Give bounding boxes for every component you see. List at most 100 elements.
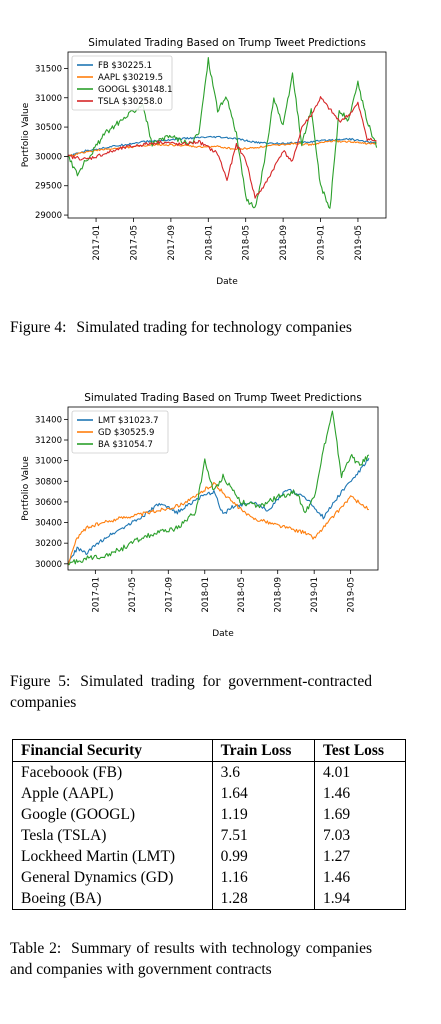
y-tick-label: 30000	[35, 560, 62, 570]
y-tick-label: 31400	[35, 415, 62, 425]
y-tick-label: 30400	[35, 519, 62, 529]
security-cell: Tesla (TSLA)	[12, 825, 213, 846]
legend-entry: AAPL $30219.5	[98, 73, 163, 83]
series-line-gd	[67, 481, 369, 566]
table-row: General Dynamics (GD) 1.16 1.46	[12, 867, 407, 888]
y-tick-label: 31500	[35, 64, 62, 74]
table-row: Tesla (TSLA) 7.51 7.03	[12, 825, 407, 846]
header-test-loss: Test Loss	[313, 739, 407, 762]
chart-legend: FB $30225.1 AAPL $30219.5 GOOGL $30148.1 TS…	[71, 55, 173, 111]
plot-frame	[67, 51, 387, 219]
test-loss-cell: 1.69	[313, 804, 407, 825]
y-tick-label: 30000	[35, 152, 62, 162]
legend-entry: GOOGL $30148.1	[98, 85, 173, 95]
train-loss-cell: 0.99	[211, 846, 315, 867]
x-tick-label: 2017-09	[167, 225, 177, 261]
test-loss-cell: 1.46	[313, 783, 407, 804]
series-line-fb	[67, 135, 377, 157]
table-row: Apple (AAPL) 1.64 1.46	[12, 783, 407, 804]
figure-4-label: Figure 4:	[10, 319, 67, 336]
x-tick-label: 2017-05	[128, 577, 138, 613]
legend-entry: FB $30225.1	[98, 61, 152, 71]
x-tick-label: 2018-05	[237, 577, 247, 613]
table-header-row: Financial Security Train Loss Test Loss	[12, 739, 407, 762]
table-row: Lockheed Martin (LMT) 0.99 1.27	[12, 846, 407, 867]
security-cell: Google (GOOGL)	[12, 804, 213, 825]
figure-5-chart: Simulated Trading Based on Trump Tweet P…	[0, 385, 441, 640]
x-tick-label: 2017-01	[92, 225, 102, 261]
y-axis-label: Portfolio Value	[21, 102, 31, 167]
x-tick-label: 2019-05	[347, 577, 357, 613]
legend-box	[71, 55, 173, 111]
y-tick-label: 30600	[35, 498, 62, 508]
table-row: Boeing (BA) 1.28 1.94	[12, 888, 407, 910]
table-row: Google (GOOGL) 1.19 1.69	[12, 804, 407, 825]
train-loss-cell: 1.64	[211, 783, 315, 804]
chart-legend: LMT $31023.7 GD $30525.9 BA $31054.7	[71, 410, 169, 454]
test-loss-cell: 7.03	[313, 825, 407, 846]
security-cell: General Dynamics (GD)	[12, 867, 213, 888]
y-tick-label: 30200	[35, 539, 62, 549]
figure-4-svg: Simulated Trading Based on Trump Tweet P…	[21, 37, 387, 287]
y-tick-label: 30800	[35, 477, 62, 487]
train-loss-cell: 1.16	[211, 867, 315, 888]
series-line-ba	[67, 410, 370, 566]
legend-box	[71, 410, 169, 454]
table-row: Faceboook (FB) 3.6 4.01	[12, 761, 407, 783]
chart-title: Simulated Trading Based on Trump Tweet P…	[84, 392, 362, 404]
results-table: Financial Security Train Loss Test Loss …	[12, 739, 407, 910]
table-2-text: Summary of results with technology compa…	[10, 940, 372, 978]
x-axis-label: Date	[216, 277, 238, 287]
y-tick-label: 29500	[35, 182, 62, 192]
legend-entry: GD $30525.9	[98, 428, 154, 438]
x-tick-label: 2019-01	[310, 577, 320, 613]
security-cell: Lockheed Martin (LMT)	[12, 846, 213, 867]
legend-entry: BA $31054.7	[98, 440, 153, 450]
header-security: Financial Security	[12, 739, 213, 762]
series-line-lmt	[67, 457, 370, 564]
series-line-aapl	[67, 139, 377, 157]
x-tick-label: 2018-09	[274, 577, 284, 613]
x-tick-label: 2018-05	[242, 225, 252, 261]
figure-4-caption: Figure 4: Simulated trading for technolog…	[10, 317, 372, 338]
security-cell: Boeing (BA)	[12, 888, 213, 910]
figure-4-text: Simulated trading for technology compani…	[76, 319, 352, 336]
y-axis-label: Portfolio Value	[21, 456, 31, 521]
x-tick-label: 2018-09	[279, 225, 289, 261]
chart-title: Simulated Trading Based on Trump Tweet P…	[88, 37, 366, 49]
train-loss-cell: 1.28	[211, 888, 315, 910]
table-2-caption: Table 2: Summary of results with technolo…	[10, 938, 372, 980]
table-2-label: Table 2:	[10, 940, 62, 957]
legend-entry: TSLA $30258.0	[97, 97, 163, 107]
figure-5-label: Figure 5:	[10, 673, 71, 690]
y-tick-label: 31000	[35, 457, 62, 467]
x-axis-label: Date	[212, 629, 234, 639]
test-loss-cell: 1.94	[313, 888, 407, 910]
series-line-tsla	[67, 96, 377, 199]
security-cell: Apple (AAPL)	[12, 783, 213, 804]
x-tick-label: 2017-01	[91, 577, 101, 613]
train-loss-cell: 3.6	[211, 761, 315, 783]
test-loss-cell: 1.27	[313, 846, 407, 867]
y-tick-label: 31000	[35, 94, 62, 104]
y-tick-label: 29000	[35, 211, 62, 221]
test-loss-cell: 1.46	[313, 867, 407, 888]
x-tick-label: 2017-09	[164, 577, 174, 613]
test-loss-cell: 4.01	[313, 761, 407, 783]
x-tick-label: 2017-05	[129, 225, 139, 261]
y-tick-label: 31200	[35, 436, 62, 446]
plot-frame	[67, 406, 379, 571]
figure-4-chart: Simulated Trading Based on Trump Tweet P…	[0, 30, 441, 292]
series-line-googl	[67, 57, 378, 209]
x-tick-label: 2018-01	[204, 225, 214, 261]
security-cell: Faceboook (FB)	[12, 761, 213, 783]
figure-5-caption: Figure 5: Simulated trading for governmen…	[10, 671, 372, 713]
legend-entry: LMT $31023.7	[98, 416, 159, 426]
header-train-loss: Train Loss	[211, 739, 315, 762]
train-loss-cell: 7.51	[211, 825, 315, 846]
train-loss-cell: 1.19	[211, 804, 315, 825]
x-tick-label: 2019-05	[354, 225, 364, 261]
figure-5-svg: Simulated Trading Based on Trump Tweet P…	[21, 392, 379, 639]
figure-5-text: Simulated trading for government-contrac…	[10, 673, 372, 711]
x-tick-label: 2019-01	[317, 225, 327, 261]
